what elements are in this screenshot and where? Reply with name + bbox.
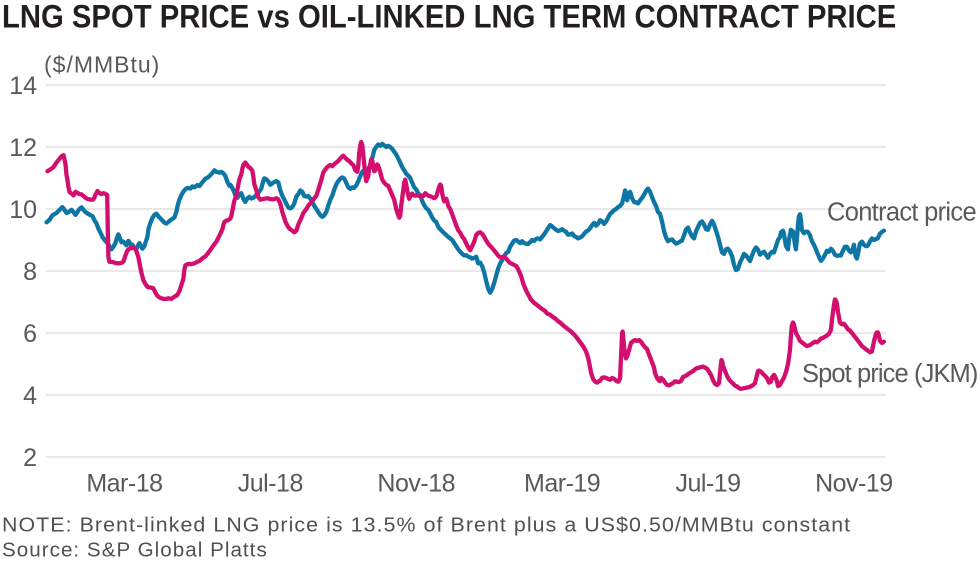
x-tick-label-Nov-18: Nov-18: [377, 469, 455, 497]
series-layer: [44, 139, 887, 391]
x-tick-label-Jul-19: Jul-19: [675, 469, 740, 497]
series-line-contract-price: [44, 141, 887, 295]
y-tick-label-8: 8: [23, 258, 37, 286]
y-tick-label-10: 10: [9, 196, 37, 224]
x-tick-label-Jul-18: Jul-18: [238, 469, 303, 497]
y-tick-label-2: 2: [23, 444, 37, 472]
series-line-spot-price: [45, 139, 887, 391]
y-tick-label-4: 4: [23, 382, 37, 410]
grid-layer: [46, 84, 886, 458]
contract-price-series-label: Contract price: [827, 199, 976, 227]
chart-title: LNG SPOT PRICE vs OIL-LINKED LNG TERM CO…: [2, 0, 896, 35]
spot-price-series-label: Spot price (JKM): [802, 360, 977, 388]
x-tick-label-Nov-19: Nov-19: [815, 469, 893, 497]
tick-layer: 2 4 6 8 10 12 14 Mar-18 Jul-18 Nov-18 Mar-19 Jul-19…: [9, 72, 893, 497]
source-credit: Source: S&P Global Platts: [2, 540, 268, 562]
x-tick-label-Mar-19: Mar-19: [524, 469, 600, 497]
y-axis-unit-label: ($/MMBtu): [44, 52, 160, 78]
y-tick-label-6: 6: [23, 320, 37, 348]
x-tick-label-Mar-18: Mar-18: [86, 469, 162, 497]
footnote-brent-formula: NOTE: Brent-linked LNG price is 13.5% of…: [2, 514, 851, 536]
y-tick-label-14: 14: [9, 72, 37, 100]
y-tick-label-12: 12: [9, 134, 37, 162]
